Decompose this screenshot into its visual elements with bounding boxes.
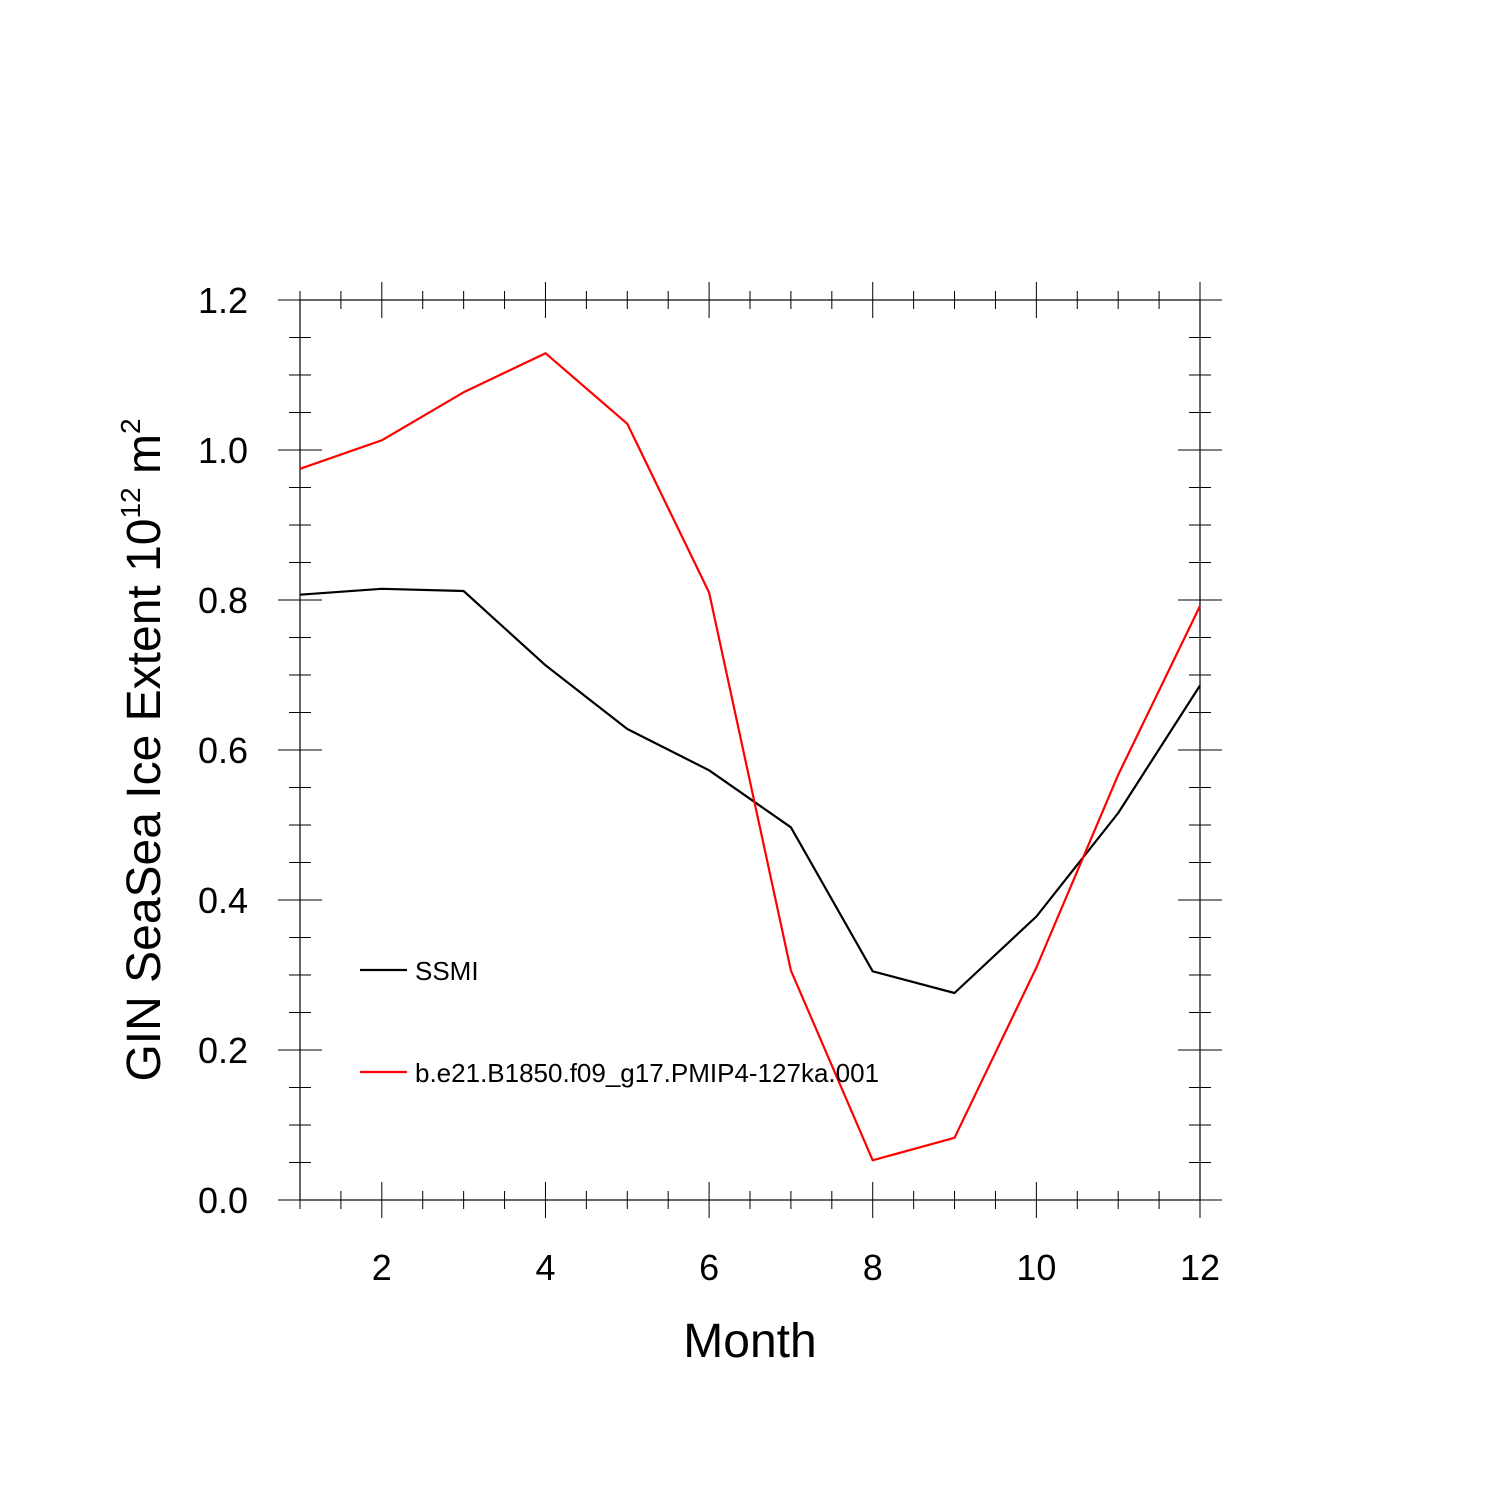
x-axis-title: Month — [683, 1315, 816, 1368]
y-tick-label: 1.0 — [198, 430, 248, 471]
axis-ticks — [278, 282, 1222, 1218]
x-tick-label: 6 — [699, 1247, 719, 1288]
y-tick-label: 0.4 — [198, 880, 248, 921]
x-tick-label: 8 — [863, 1247, 883, 1288]
series-line — [299, 587, 1201, 995]
y-tick-label: 0.6 — [198, 730, 248, 771]
y-tick-label: 0.8 — [198, 580, 248, 621]
y-axis-title-unit: m — [118, 434, 171, 487]
x-tick-label: 4 — [535, 1247, 555, 1288]
legend-label: SSMI — [415, 956, 479, 986]
y-axis-title: GIN SeaSea Ice Extent 1012 m2 — [115, 418, 171, 1081]
legend: SSMI b.e21.B1850.f09_g17.PMIP4-127ka.001 — [360, 956, 879, 1088]
y-tick-label: 0.0 — [198, 1180, 248, 1221]
y-tick-label: 1.2 — [198, 280, 248, 321]
legend-label: b.e21.B1850.f09_g17.PMIP4-127ka.001 — [415, 1058, 879, 1088]
y-axis-title-exponent: 12 — [115, 487, 146, 518]
x-tick-label: 2 — [372, 1247, 392, 1288]
y-axis-title-unit-exponent: 2 — [115, 418, 146, 434]
y-axis-title-text: GIN SeaSea Ice Extent 10 — [118, 519, 171, 1082]
series-line — [299, 352, 1201, 1162]
axis-tick-labels: 2 4 6 8 10 12 0.0 0.2 0.4 0.6 0.8 1.0 1.2 — [198, 280, 1220, 1288]
x-tick-label: 12 — [1180, 1247, 1220, 1288]
data-series — [299, 352, 1201, 1162]
y-tick-label: 0.2 — [198, 1030, 248, 1071]
x-tick-label: 10 — [1016, 1247, 1056, 1288]
